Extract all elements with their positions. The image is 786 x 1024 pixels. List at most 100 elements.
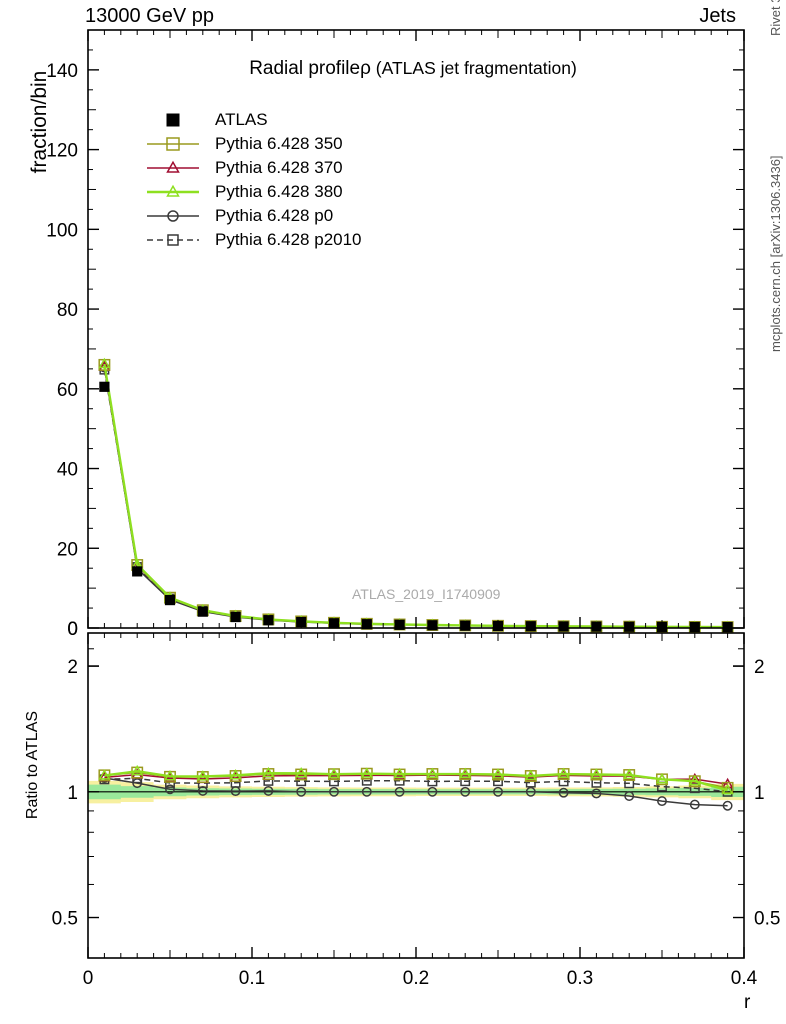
series-line [103, 367, 728, 628]
y-tick-label-ratio-right: 2 [754, 657, 765, 678]
legend-item-2: Pythia 6.428 370 [145, 156, 362, 180]
marker-square [493, 776, 503, 787]
marker-square [167, 234, 179, 246]
series-line [103, 366, 728, 628]
series-main-pythia-6-428-370 [98, 360, 734, 632]
series-main-pythia-6-428-p2010 [99, 364, 733, 633]
marker-square [525, 777, 536, 788]
marker-triangle [328, 767, 340, 779]
marker-triangle [166, 184, 180, 197]
x-tick-label: 0.4 [731, 968, 758, 989]
legend-item-5: Pythia 6.428 p2010 [145, 228, 362, 252]
x-tick-label: 0 [83, 968, 94, 989]
legend-marker-square-icon [147, 137, 199, 151]
legend-marker-triangle-icon [147, 184, 199, 197]
series-line [103, 369, 728, 628]
series-line [104, 777, 728, 807]
legend: ATLAS Pythia 6.428 350 Pythia 6.428 370 Pyt… [145, 108, 362, 252]
series-main-atlas [99, 381, 733, 633]
legend-label-0: ATLAS [215, 110, 268, 129]
legend-label-3: Pythia 6.428 380 [215, 182, 343, 201]
marker-triangle [524, 769, 537, 781]
legend-key-1 [145, 134, 201, 154]
series-main-pythia-6-428-350 [98, 358, 734, 634]
legend-label-4: Pythia 6.428 p0 [215, 206, 334, 225]
marker-triangle [166, 160, 180, 173]
series-line [104, 770, 728, 792]
marker-circle [427, 786, 438, 797]
series-ratio-pythia-6-428-380 [98, 764, 734, 795]
marker-triangle [721, 783, 734, 795]
series-main-pythia-6-428-p0 [99, 362, 733, 633]
marker-triangle [557, 767, 570, 779]
marker-triangle [492, 768, 504, 779]
series-main-pythia-6-428-380 [98, 357, 734, 632]
marker-circle [361, 786, 372, 797]
y-tick-label-main: 100 [46, 220, 78, 241]
y-tick-label-ratio: 0.5 [52, 909, 78, 930]
legend-item-1: Pythia 6.428 350 [145, 132, 362, 156]
legend-marker-filled-square-icon [166, 113, 180, 127]
marker-triangle [459, 767, 472, 779]
marker-triangle [295, 767, 308, 778]
marker-circle [329, 786, 339, 797]
marker-filled-square [230, 611, 241, 623]
marker-filled-square [99, 381, 110, 392]
marker-circle [689, 799, 700, 810]
marker-square [394, 775, 405, 786]
marker-triangle [98, 769, 111, 780]
marker-triangle [393, 767, 406, 779]
header-category-label: Jets [699, 5, 736, 27]
plot-title-symbol: ρ [360, 58, 371, 79]
marker-circle [525, 786, 536, 797]
marker-triangle [196, 770, 209, 781]
marker-circle [296, 786, 307, 797]
legend-item-0: ATLAS [145, 108, 362, 132]
marker-circle [493, 786, 503, 797]
legend-label-2: Pythia 6.428 370 [215, 158, 343, 177]
y-tick-label-ratio-right: 1 [754, 783, 765, 804]
series-line [103, 364, 728, 628]
marker-triangle [98, 357, 111, 369]
legend-item-3: Pythia 6.428 380 [145, 180, 362, 204]
legend-key-5 [145, 230, 201, 250]
y-tick-label-main: 140 [46, 61, 78, 82]
y-tick-label-ratio: 1 [67, 783, 78, 804]
y-tick-label-main: 80 [57, 300, 78, 321]
marker-filled-square [132, 566, 143, 577]
y-tick-label-main: 40 [57, 460, 78, 481]
legend-key-0 [145, 110, 201, 130]
marker-circle [657, 796, 667, 807]
marker-triangle [262, 766, 275, 778]
plot-title: Radial profileρ (ATLAS jet fragmentation… [103, 58, 723, 80]
x-tick-label: 0.2 [403, 968, 429, 989]
marker-circle [263, 785, 274, 796]
legend-label-5: Pythia 6.428 p2010 [215, 230, 362, 249]
header-beam-label: 13000 GeV pp [85, 5, 214, 27]
marker-filled-square [164, 594, 176, 606]
x-axis-label: r [744, 992, 751, 1013]
legend-item-4: Pythia 6.428 p0 [145, 204, 362, 228]
marker-triangle [164, 769, 176, 781]
marker-circle [624, 791, 635, 801]
main-panel-frame [87, 29, 745, 629]
legend-key-3 [145, 182, 201, 202]
y-tick-label-main: 60 [57, 380, 78, 401]
legend-label-1: Pythia 6.428 350 [215, 134, 343, 153]
series-line [103, 363, 728, 629]
marker-triangle [656, 772, 668, 784]
marker-circle [165, 784, 175, 795]
marker-circle [591, 788, 602, 799]
legend-marker-square-icon [147, 234, 199, 246]
marker-filled-square [166, 113, 180, 127]
marker-circle [460, 786, 471, 797]
x-tick-label: 0.1 [239, 968, 265, 989]
x-tick-label: 0.3 [567, 968, 593, 989]
marker-triangle [688, 772, 701, 784]
legend-key-4 [145, 206, 201, 226]
marker-triangle [623, 768, 636, 780]
y-tick-label-main: 120 [46, 141, 78, 162]
marker-triangle [590, 768, 603, 779]
